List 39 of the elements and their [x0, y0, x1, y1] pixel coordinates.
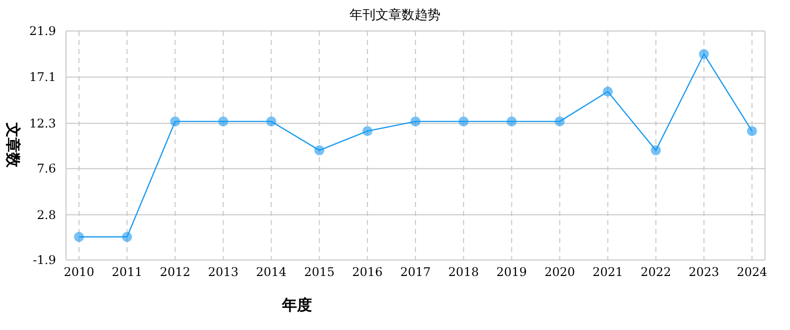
point [698, 49, 709, 60]
chart-title: 年刊文章数趋势 [350, 8, 440, 23]
y-tick-label: 2.8 [36, 208, 56, 222]
point [74, 232, 84, 242]
y-tick-label: 12.3 [29, 116, 56, 130]
x-tick-label: 2022 [640, 265, 672, 279]
x-tick-label: 2016 [352, 265, 383, 279]
x-tick-label: 2024 [736, 265, 768, 279]
point [554, 116, 565, 126]
point [747, 126, 757, 136]
x-tick-label: 2023 [688, 265, 720, 279]
y-tick-label: -1.9 [32, 253, 56, 267]
point [122, 232, 132, 242]
x-tick-label: 2010 [64, 265, 94, 279]
y-axis-title: 文章数 [4, 122, 22, 168]
y-tick-label: 17.1 [29, 70, 56, 84]
x-tick-label: 2017 [400, 265, 431, 279]
point [218, 116, 228, 126]
point [314, 145, 324, 156]
point [458, 116, 469, 126]
x-tick-label: 2014 [256, 265, 287, 279]
point [266, 116, 276, 126]
x-tick-label: 2021 [592, 265, 624, 279]
x-axis-title: 年度 [281, 296, 312, 314]
point [650, 145, 661, 156]
point [506, 116, 517, 126]
x-tick-label: 2015 [304, 265, 335, 279]
point [602, 86, 613, 97]
x-tick-label: 2019 [496, 265, 527, 279]
x-tick-label: 2011 [112, 265, 142, 279]
x-tick-label: 2013 [208, 265, 238, 279]
x-tick-label: 2012 [160, 265, 190, 279]
x-tick-label: 2020 [544, 265, 575, 279]
y-tick-label: 21.9 [29, 24, 56, 38]
point [170, 116, 180, 126]
point [410, 116, 420, 126]
y-tick-label: 7.6 [36, 162, 56, 176]
x-tick-label: 2018 [448, 265, 479, 279]
point [362, 126, 372, 136]
